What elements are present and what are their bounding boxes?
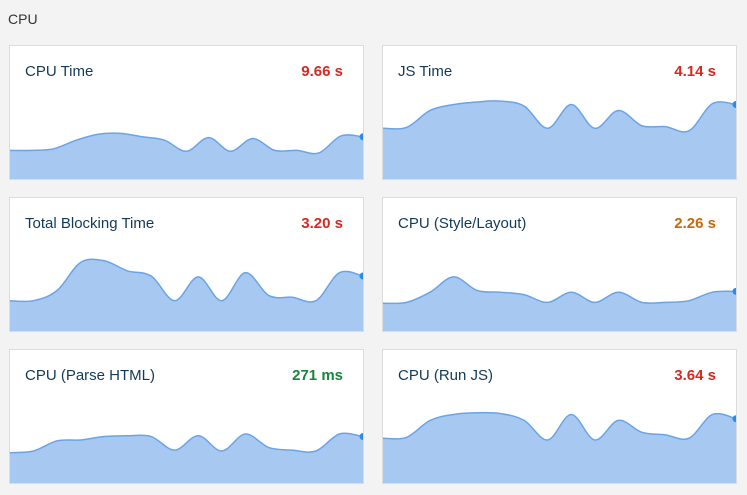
card-value: 3.64 s [674, 367, 716, 384]
sparkline-area [10, 433, 363, 483]
card-title: CPU (Style/Layout) [398, 215, 527, 232]
sparkline-area [383, 100, 736, 179]
sparkline-line [10, 432, 363, 454]
sparkline-line [383, 276, 736, 305]
card-value: 271 ms [292, 367, 343, 384]
sparkline-line [383, 100, 736, 133]
sparkline-end-dot [359, 433, 363, 441]
sparkline-line [10, 132, 363, 155]
card-value: 9.66 s [301, 63, 343, 80]
sparkline-line [383, 411, 736, 441]
sparkline-area [10, 259, 363, 331]
sparkline-end-dot [359, 272, 363, 280]
section-title: CPU [8, 11, 38, 27]
card-value: 4.14 s [674, 63, 716, 80]
sparkline [10, 132, 363, 179]
card-title: JS Time [398, 63, 453, 80]
metric-card: CPU (Parse HTML) 271 ms [9, 349, 364, 484]
sparkline [10, 432, 363, 483]
card-title: Total Blocking Time [25, 215, 155, 232]
sparkline [383, 100, 736, 179]
metric-card: CPU Time 9.66 s [9, 45, 364, 180]
sparkline-area [383, 412, 736, 483]
sparkline-end-dot [732, 415, 736, 423]
metric-card: JS Time 4.14 s [382, 45, 737, 180]
sparkline-area [10, 133, 363, 179]
metric-card: CPU (Run JS) 3.64 s [382, 349, 737, 484]
metric-card: Total Blocking Time 3.20 s [9, 197, 364, 332]
sparkline [383, 276, 736, 331]
metric-card: CPU (Style/Layout) 2.26 s [382, 197, 737, 332]
card-title: CPU Time [25, 63, 94, 80]
sparkline [10, 258, 363, 331]
sparkline-line [10, 258, 363, 303]
sparkline-end-dot [732, 101, 736, 108]
card-value: 2.26 s [674, 215, 716, 232]
card-title: CPU (Run JS) [398, 367, 494, 384]
sparkline-area [383, 276, 736, 331]
sparkline-end-dot [732, 287, 736, 295]
card-title: CPU (Parse HTML) [25, 367, 156, 384]
sparkline-end-dot [359, 133, 363, 141]
card-value: 3.20 s [301, 215, 343, 232]
sparkline [383, 411, 736, 483]
